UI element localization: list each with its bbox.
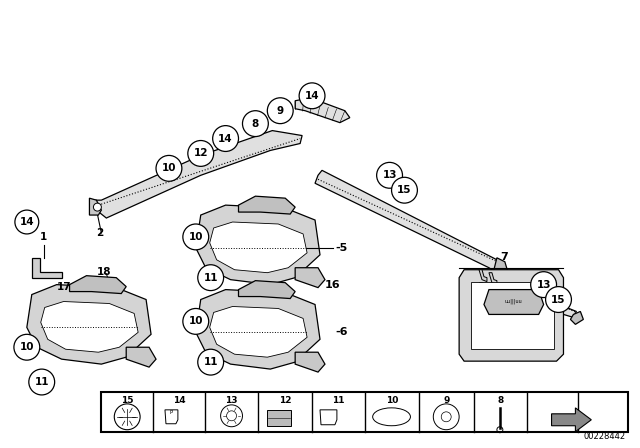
Text: 11: 11: [332, 396, 344, 405]
Text: 8: 8: [497, 396, 504, 405]
Text: 11: 11: [204, 357, 218, 367]
Text: 17: 17: [57, 282, 71, 292]
Polygon shape: [484, 289, 543, 314]
Circle shape: [93, 203, 101, 211]
Circle shape: [183, 224, 209, 250]
Polygon shape: [239, 280, 295, 298]
Polygon shape: [494, 258, 508, 278]
Circle shape: [243, 111, 268, 137]
Text: 12: 12: [279, 396, 291, 405]
Polygon shape: [41, 302, 138, 352]
Text: 3: 3: [477, 282, 484, 292]
Text: 7: 7: [500, 252, 508, 262]
Text: 12: 12: [193, 148, 208, 159]
Text: -6: -6: [335, 327, 348, 337]
Polygon shape: [92, 130, 302, 218]
Circle shape: [14, 334, 40, 360]
Circle shape: [15, 210, 39, 234]
Circle shape: [392, 177, 417, 203]
Polygon shape: [90, 198, 101, 215]
Text: 9: 9: [444, 396, 450, 405]
Text: 13: 13: [536, 280, 551, 289]
Circle shape: [156, 155, 182, 181]
Text: 10: 10: [20, 342, 34, 352]
Text: 8: 8: [252, 119, 259, 129]
Circle shape: [377, 162, 403, 188]
Polygon shape: [459, 270, 563, 361]
Text: 14: 14: [19, 217, 34, 227]
Text: 4: 4: [490, 284, 498, 295]
Circle shape: [299, 83, 325, 109]
Text: 15: 15: [397, 185, 412, 195]
Text: 11: 11: [204, 273, 218, 283]
FancyBboxPatch shape: [268, 410, 291, 426]
Text: 14: 14: [173, 396, 185, 405]
Text: 00228442: 00228442: [584, 432, 626, 441]
Circle shape: [268, 98, 293, 124]
Text: 18: 18: [97, 267, 111, 277]
Polygon shape: [489, 273, 497, 284]
Polygon shape: [471, 282, 554, 349]
Text: 15: 15: [551, 294, 566, 305]
Text: 11: 11: [35, 377, 49, 387]
Polygon shape: [295, 98, 350, 123]
Text: 13: 13: [225, 396, 238, 405]
Text: 14: 14: [218, 134, 233, 143]
Circle shape: [545, 287, 572, 312]
Text: 10: 10: [189, 232, 203, 242]
Text: 10: 10: [162, 164, 176, 173]
Polygon shape: [479, 270, 487, 282]
Polygon shape: [295, 352, 325, 372]
Polygon shape: [210, 222, 307, 273]
Polygon shape: [210, 306, 307, 357]
Circle shape: [212, 125, 239, 151]
Circle shape: [198, 265, 223, 291]
Polygon shape: [239, 196, 295, 214]
Text: 14: 14: [305, 91, 319, 101]
Polygon shape: [27, 284, 151, 364]
Polygon shape: [126, 347, 156, 367]
Polygon shape: [497, 275, 577, 318]
Text: 1: 1: [40, 232, 47, 242]
Bar: [101, 392, 628, 432]
Text: 10: 10: [189, 316, 203, 327]
Polygon shape: [196, 289, 320, 369]
Circle shape: [198, 349, 223, 375]
Circle shape: [531, 271, 557, 297]
Text: 13: 13: [382, 170, 397, 180]
Text: 15: 15: [121, 396, 134, 405]
Polygon shape: [570, 311, 583, 324]
Text: 9: 9: [276, 106, 284, 116]
Polygon shape: [315, 170, 504, 275]
Text: uu|||uu: uu|||uu: [505, 299, 523, 304]
Circle shape: [183, 309, 209, 334]
Circle shape: [188, 141, 214, 166]
Polygon shape: [295, 268, 325, 288]
Polygon shape: [552, 408, 591, 432]
Text: 2: 2: [97, 228, 104, 238]
Polygon shape: [70, 276, 126, 293]
Text: -5: -5: [335, 243, 347, 253]
Circle shape: [29, 369, 54, 395]
Text: P: P: [170, 410, 173, 415]
Polygon shape: [32, 258, 61, 278]
Text: 16: 16: [325, 280, 340, 289]
Text: 10: 10: [386, 396, 398, 405]
Polygon shape: [196, 205, 320, 284]
